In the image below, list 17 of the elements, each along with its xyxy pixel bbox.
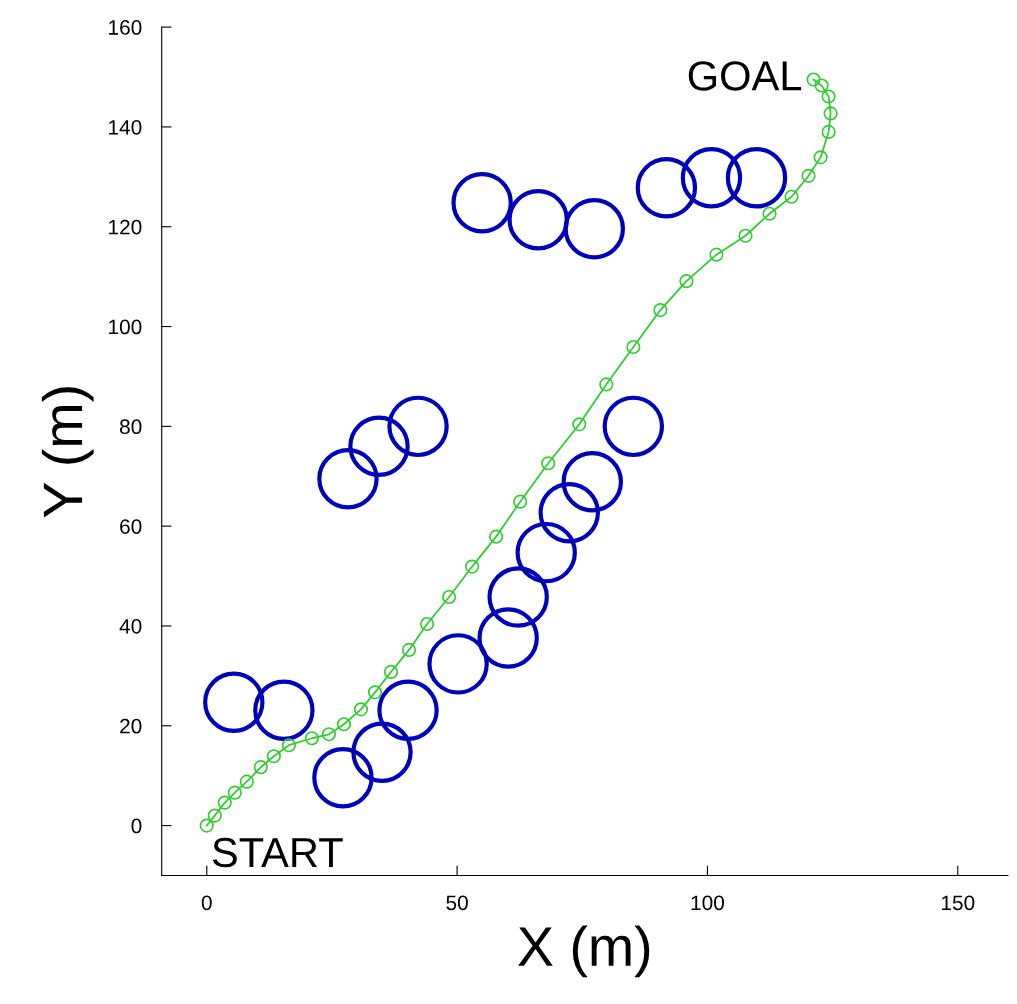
x-axis-title: X (m): [518, 925, 650, 978]
x-tick-label: 0: [201, 895, 212, 911]
x-tick-label: 150: [941, 895, 975, 911]
y-axis-title: Y (m): [41, 387, 94, 518]
x-tick-label: 50: [446, 895, 468, 911]
y-tick-label: 40: [119, 618, 142, 634]
annotation: START: [212, 837, 343, 868]
y-tick-label: 140: [109, 119, 142, 135]
x-tick-label: 100: [691, 895, 725, 911]
y-tick-label: 160: [109, 20, 142, 35]
y-tick-label: 120: [109, 219, 142, 235]
y-tick-label: 20: [120, 718, 142, 734]
y-tick-label: 0: [131, 818, 142, 834]
y-tick-label: 80: [119, 419, 142, 435]
y-tick-label: 60: [120, 519, 142, 534]
y-tick-label: 100: [109, 319, 142, 335]
annotation: GOAL: [688, 61, 802, 91]
